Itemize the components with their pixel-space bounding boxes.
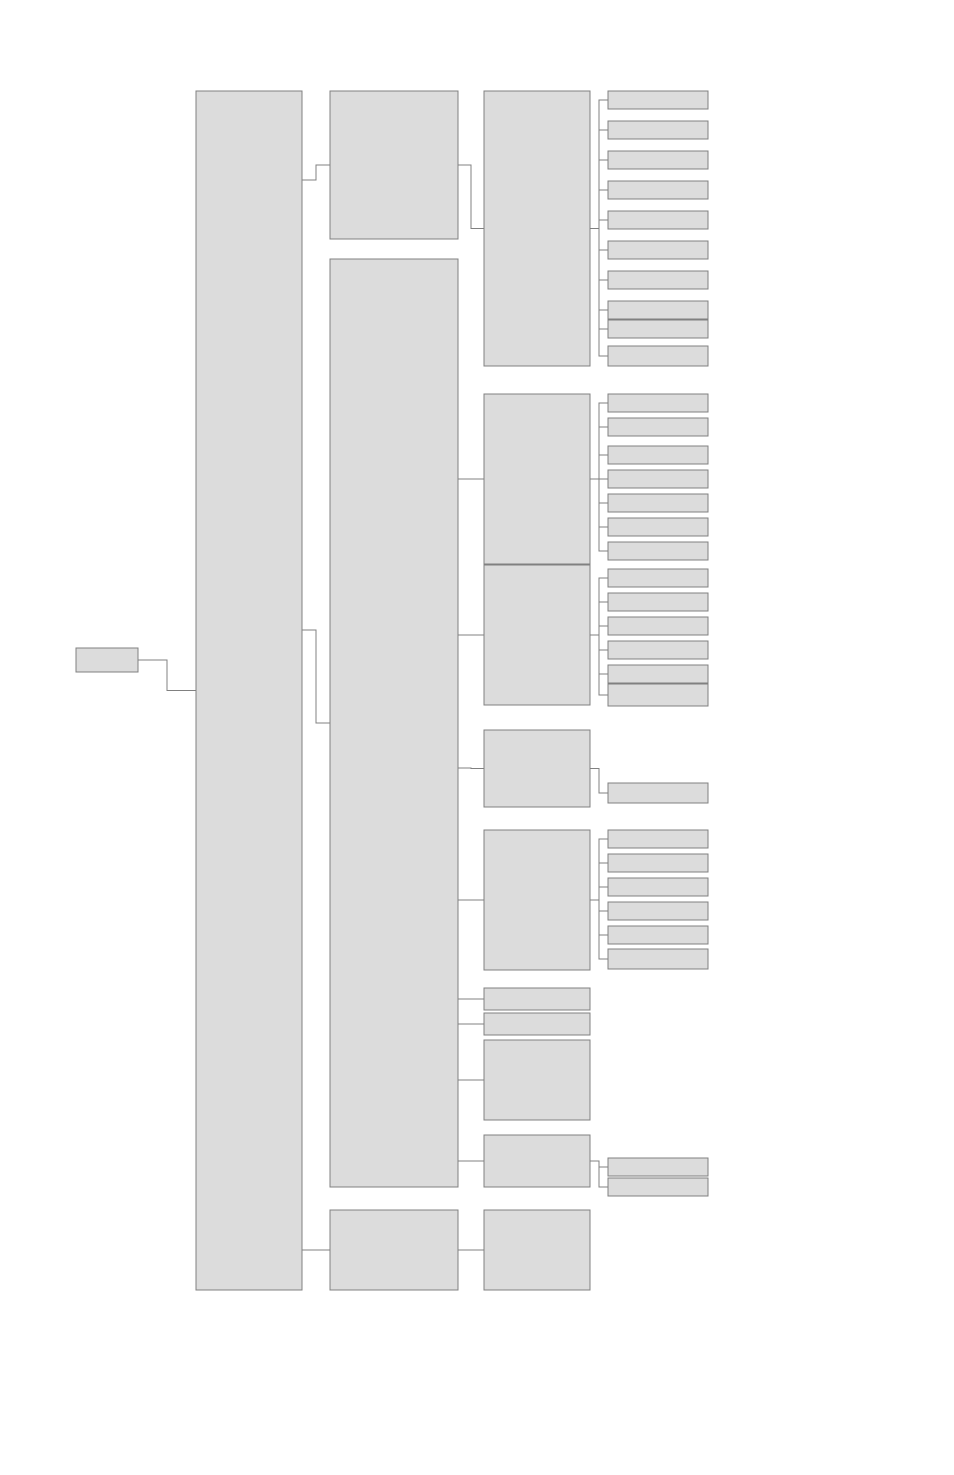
- tree-node: [608, 518, 708, 536]
- tree-node: [608, 783, 708, 803]
- tree-node: [608, 181, 708, 199]
- tree-node: [76, 648, 138, 672]
- tree-edge: [590, 455, 608, 479]
- tree-node: [330, 91, 458, 239]
- tree-node: [608, 617, 708, 635]
- tree-node: [484, 1210, 590, 1290]
- tree-node: [608, 301, 708, 319]
- tree-node: [484, 988, 590, 1010]
- tree-node: [608, 684, 708, 706]
- tree-node: [608, 418, 708, 436]
- tree-node: [608, 394, 708, 412]
- tree-node: [484, 565, 590, 705]
- tree-node: [608, 211, 708, 229]
- tree-node: [484, 1013, 590, 1035]
- tree-node: [608, 91, 708, 109]
- tree-node: [484, 830, 590, 970]
- tree-edge: [590, 1161, 608, 1187]
- tree-node: [330, 1210, 458, 1290]
- tree-node: [608, 878, 708, 896]
- tree-edge: [302, 630, 330, 723]
- tree-node: [484, 730, 590, 807]
- tree-edge: [590, 900, 608, 959]
- tree-node: [608, 1158, 708, 1176]
- tree-edge: [458, 768, 484, 769]
- tree-node: [608, 665, 708, 683]
- tree-node: [608, 494, 708, 512]
- tree-node: [330, 259, 458, 1187]
- tree-node: [608, 949, 708, 969]
- tree-edge: [590, 626, 608, 635]
- tree-edge: [302, 165, 330, 180]
- tree-node: [608, 902, 708, 920]
- tree-edge: [458, 165, 484, 229]
- tree-node: [608, 446, 708, 464]
- tree-node: [608, 151, 708, 169]
- tree-edge: [138, 660, 196, 691]
- tree-node: [608, 542, 708, 560]
- tree-node: [608, 926, 708, 944]
- tree-node: [608, 271, 708, 289]
- tree-edge: [590, 229, 608, 357]
- tree-edge: [590, 769, 608, 794]
- tree-node: [484, 91, 590, 366]
- tree-node: [608, 854, 708, 872]
- tree-node: [608, 346, 708, 366]
- tree-edge: [590, 220, 608, 229]
- tree-node: [608, 641, 708, 659]
- tree-node: [608, 1178, 708, 1196]
- tree-node: [484, 394, 590, 564]
- tree-edge: [590, 635, 608, 695]
- tree-node: [196, 91, 302, 1290]
- tree-node: [608, 830, 708, 848]
- tree-node: [484, 1040, 590, 1120]
- tree-node: [608, 320, 708, 338]
- tree-node: [484, 1135, 590, 1187]
- tree-diagram: [0, 0, 954, 1475]
- tree-edge: [590, 887, 608, 900]
- tree-edge: [590, 479, 608, 551]
- tree-node: [608, 241, 708, 259]
- tree-node: [608, 593, 708, 611]
- tree-node: [608, 569, 708, 587]
- tree-node: [608, 121, 708, 139]
- tree-node: [608, 470, 708, 488]
